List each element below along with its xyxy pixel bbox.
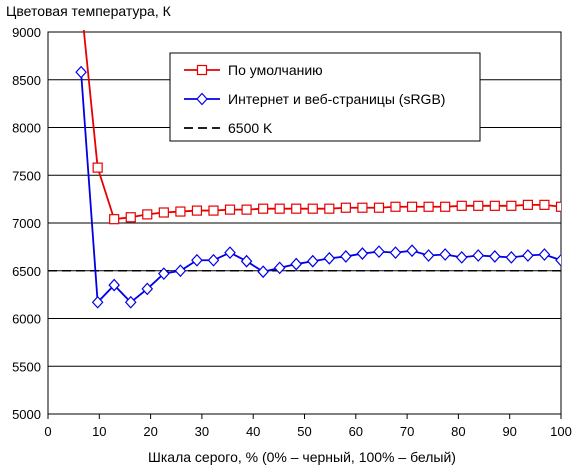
y-tick-label: 8000 xyxy=(12,121,41,136)
legend-label: 6500 K xyxy=(228,120,273,136)
data-point xyxy=(340,202,351,213)
x-tick-label: 80 xyxy=(451,424,465,439)
data-point xyxy=(108,278,120,292)
data-point xyxy=(91,295,104,309)
data-point xyxy=(75,65,87,79)
data-point xyxy=(109,214,120,225)
data-point xyxy=(489,200,500,211)
x-tick-label: 20 xyxy=(143,424,157,439)
data-point xyxy=(389,246,402,259)
data-point xyxy=(324,203,335,214)
y-tick-label: 7500 xyxy=(12,168,41,183)
data-point xyxy=(92,162,103,173)
y-tick-label: 9000 xyxy=(12,25,41,40)
data-point xyxy=(257,265,269,279)
data-point xyxy=(124,295,137,309)
data-point xyxy=(356,247,369,260)
data-point xyxy=(224,204,236,215)
y-tick-label: 5500 xyxy=(12,359,41,374)
data-point xyxy=(522,249,534,262)
data-point xyxy=(439,248,451,261)
x-tick-label: 50 xyxy=(297,424,311,439)
data-point xyxy=(555,253,561,267)
data-point xyxy=(241,204,252,215)
data-point xyxy=(224,246,236,259)
data-point xyxy=(472,249,485,262)
data-point xyxy=(208,205,219,216)
data-point xyxy=(323,251,336,265)
data-point xyxy=(141,282,154,296)
y-tick-label: 6000 xyxy=(12,312,41,327)
y-tick-label: 8500 xyxy=(12,73,41,88)
data-point xyxy=(390,201,401,212)
data-point xyxy=(456,200,467,211)
data-point xyxy=(406,201,418,212)
x-tick-label: 30 xyxy=(195,424,209,439)
legend-marker xyxy=(196,64,208,76)
data-point xyxy=(306,254,319,268)
x-tick-label: 40 xyxy=(246,424,260,439)
data-point xyxy=(191,253,203,267)
data-point xyxy=(158,207,169,218)
data-point xyxy=(440,201,451,212)
series-layer xyxy=(48,30,561,309)
data-point xyxy=(340,250,352,263)
x-tick-label: 10 xyxy=(92,424,106,439)
data-point xyxy=(422,249,435,262)
x-tick-label: 70 xyxy=(400,424,414,439)
legend-marker xyxy=(196,92,208,106)
data-point xyxy=(406,244,418,258)
data-point xyxy=(455,250,468,264)
data-point xyxy=(274,203,285,214)
legend-label: По умолчанию xyxy=(228,62,323,78)
x-tick-label: 0 xyxy=(44,424,51,439)
y-axis-title: Цветовая температура, К xyxy=(6,3,172,19)
data-point xyxy=(125,212,136,223)
data-point xyxy=(522,199,534,210)
data-point xyxy=(505,250,518,264)
data-point xyxy=(373,202,385,213)
legend-label: Интернет и веб-страницы (sRGB) xyxy=(228,91,445,107)
data-point xyxy=(273,261,286,275)
data-point xyxy=(473,200,484,211)
y-tick-label: 5000 xyxy=(12,407,41,422)
data-point xyxy=(373,245,385,259)
legend-box xyxy=(169,52,481,142)
data-point xyxy=(290,257,303,271)
data-point xyxy=(539,199,550,210)
data-point xyxy=(191,205,203,216)
data-point xyxy=(489,250,501,263)
data-point xyxy=(357,202,368,213)
series-0 xyxy=(82,30,561,225)
y-tick-label: 6500 xyxy=(12,264,41,279)
plot-frame xyxy=(47,31,562,415)
x-tick-label: 90 xyxy=(502,424,516,439)
data-point xyxy=(207,253,220,267)
legend: По умолчанию Интернет и веб-страницы (sRG… xyxy=(169,52,481,142)
data-point xyxy=(175,206,186,217)
data-point xyxy=(258,203,269,214)
y-tick-labels: 5000 5500 6000 6500 7000 7500 8000 8500 9000 xyxy=(12,25,41,422)
x-axis-title: Шкала серого, % (0% – черный, 100% – бел… xyxy=(148,449,456,465)
data-point xyxy=(142,209,153,220)
data-point xyxy=(174,264,187,278)
data-point xyxy=(240,254,253,268)
data-point xyxy=(158,267,170,281)
data-point xyxy=(538,248,551,261)
x-tick-label: 60 xyxy=(349,424,363,439)
x-tick-label: 100 xyxy=(550,424,572,439)
data-point xyxy=(555,201,561,212)
x-tick-labels: 0 10 20 30 40 50 60 70 80 90 100 xyxy=(44,424,571,439)
series-1 xyxy=(75,65,561,309)
data-point xyxy=(307,203,318,214)
y-tick-label: 7000 xyxy=(12,216,41,231)
data-point xyxy=(506,200,517,211)
data-point xyxy=(423,201,434,212)
data-point xyxy=(291,203,302,214)
